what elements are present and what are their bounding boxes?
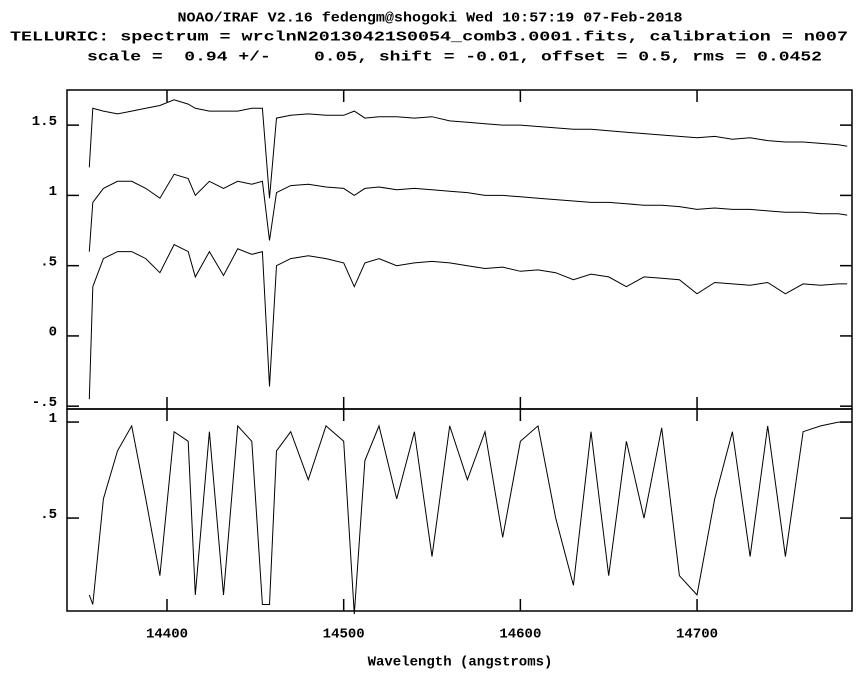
plot-frame — [66, 408, 853, 612]
x-tick-label: 14700 — [676, 627, 718, 643]
y-tick-label: 1.5 — [32, 114, 57, 130]
y-tick-label: .5 — [40, 254, 57, 270]
y-tick-label: -.5 — [32, 395, 57, 411]
spectrum-line — [88, 173, 848, 252]
x-tick-label: 14500 — [323, 627, 365, 643]
spectrum-line — [88, 99, 848, 199]
x-axis-label: Wavelength (angstroms) — [368, 655, 553, 671]
y-tick-label: 1 — [49, 411, 57, 427]
y-tick-label: .5 — [40, 507, 57, 523]
x-tick-label: 14400 — [146, 627, 188, 643]
chart-subtitle: scale = 0.94 +/- 0.05, shift = -0.01, of… — [87, 50, 822, 66]
y-tick-label: 1 — [49, 184, 57, 200]
x-tick-label: 14600 — [499, 627, 541, 643]
spectrum-line — [88, 243, 848, 400]
chart-title: NOAO/IRAF V2.16 fedengm@shogoki Wed 10:5… — [178, 11, 683, 27]
spectrum-line — [88, 421, 848, 615]
chart-subtitle: TELLURIC: spectrum = wrclnN20130421S0054… — [10, 30, 848, 46]
y-tick-label: 0 — [49, 325, 57, 341]
